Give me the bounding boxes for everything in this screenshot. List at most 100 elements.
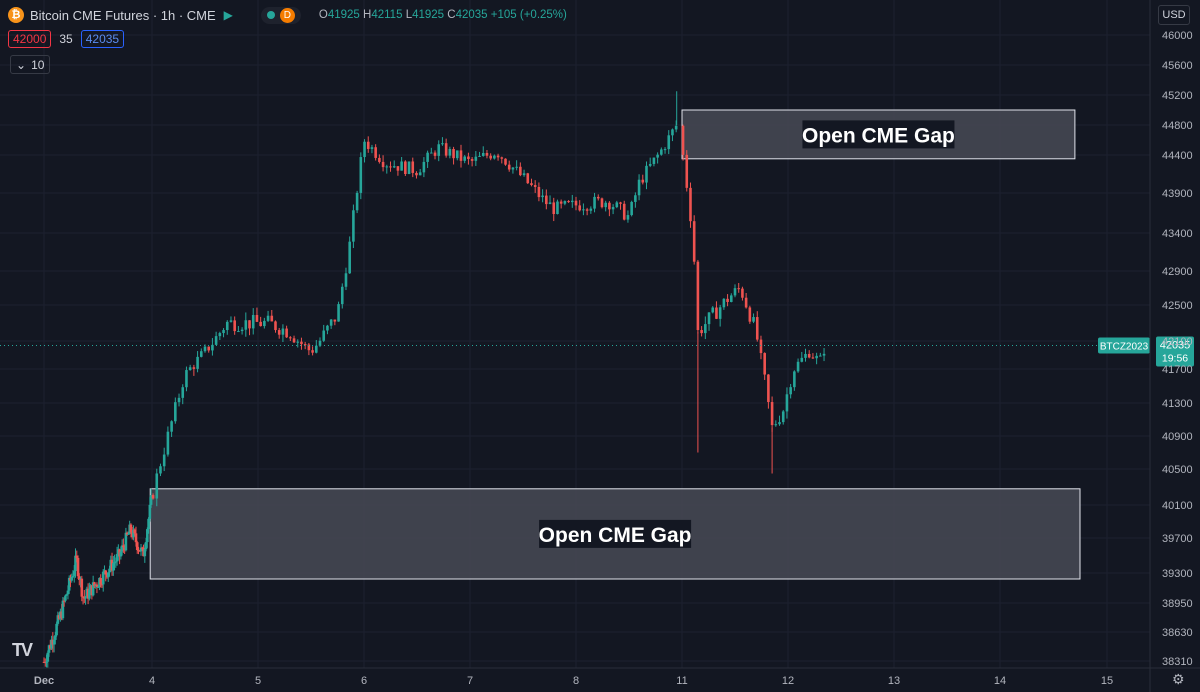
candle-body [211,344,214,351]
candle-body [556,201,559,215]
price-tick-label: 39700 [1162,533,1193,545]
candle-body [159,466,162,474]
close-value: 42035 [455,9,488,21]
candle-body [52,639,56,645]
candle-body [147,518,150,530]
candle-body [433,152,437,156]
tradingview-logo-icon[interactable]: TV [12,640,33,660]
candle-body [441,143,444,145]
candle-body [637,179,641,196]
close-label: C [447,9,456,21]
candle-body [289,337,292,339]
candle-body [100,584,104,586]
candle-body [567,201,570,203]
time-tick-label: 14 [994,675,1006,687]
price-tick-label: 40900 [1162,431,1193,443]
candle-body [72,571,76,576]
candle-body [711,307,715,313]
market-status-pill[interactable]: D [260,6,301,24]
candle-body [188,367,192,371]
candle-body [67,577,71,591]
gap-zone-label: Open CME Gap [802,124,955,147]
candle-body [815,355,818,359]
candle-body [374,147,377,158]
candle-body [259,321,262,327]
indicators-toggle[interactable]: ⌄ 10 [10,55,51,74]
candle-body [770,402,774,426]
sell-button[interactable]: 42000 [8,30,52,48]
last-price-label-bg [1156,336,1194,367]
candle-body [493,155,496,159]
candle-body [151,495,155,499]
candle-body [822,353,826,356]
candle-body [125,532,129,535]
candle-body [596,196,600,199]
candle-body [530,183,533,186]
candle-body [307,344,311,351]
candle-body [778,422,781,425]
candle-body [737,288,741,290]
gap-zone-label-bg [539,519,692,548]
candle-body [389,166,392,168]
candle-body [144,542,148,550]
candle-body [74,555,77,572]
candle-body [124,532,128,551]
candle-body [255,314,259,322]
market-open-dot-icon [266,11,275,19]
candle-body [430,152,433,154]
buy-button[interactable]: 42035 [80,30,125,48]
candle-body [807,353,811,358]
candle-body [392,166,396,168]
candle-body [396,166,400,171]
candle-body [244,320,248,330]
candle-body [146,529,149,543]
candle-body [696,261,700,331]
price-tick-label: 46000 [1162,30,1193,42]
candle-body [481,152,485,156]
gear-icon[interactable]: ⚙ [1172,671,1185,687]
candle-body [796,361,800,372]
open-label: O [318,9,328,21]
symbol-label-bg [1098,337,1150,354]
time-tick-label: 4 [149,675,155,687]
candle-body [218,333,222,337]
price-tick-label: 42100 [1162,336,1193,348]
price-tick-label: 45200 [1162,90,1193,102]
candle-body [722,298,726,308]
candle-body [251,314,255,329]
currency-selector[interactable]: USD [1158,5,1190,25]
price-axis: 46000 45600 45200 44800 44400 43900 43400 42900… [1149,0,1193,692]
candle-body [45,661,48,663]
candle-body [359,157,363,193]
symbol-title[interactable]: Bitcoin CME Futures · 1h · CME [30,7,216,23]
candle-body [407,161,411,175]
candle-body [329,319,333,326]
candle-body [352,210,355,242]
candle-body [70,576,74,581]
gap-zone-label: Open CME Gap [539,524,692,547]
gap-zone-label-bg [802,120,955,149]
candle-body [62,600,66,602]
candle-body [692,221,696,262]
candle-body [203,346,207,352]
candle-body [489,155,492,159]
candle-body [385,166,389,168]
candle-body [811,357,815,359]
time-tick-label: 15 [1101,675,1113,687]
price-tick-label: 44400 [1162,150,1193,162]
candle-body [366,141,370,149]
candle-body [437,144,441,156]
candle-body [478,155,481,157]
candle-body [541,195,544,198]
candle-body [381,161,385,168]
candle-body [744,297,748,308]
candle-body [315,345,318,353]
candle-body [129,524,133,533]
candle-body [470,159,474,161]
candle-body [148,504,152,519]
candle-body [311,350,314,353]
candle-body [71,575,75,577]
candle-body [660,149,663,155]
time-tick-label: 6 [361,675,367,687]
